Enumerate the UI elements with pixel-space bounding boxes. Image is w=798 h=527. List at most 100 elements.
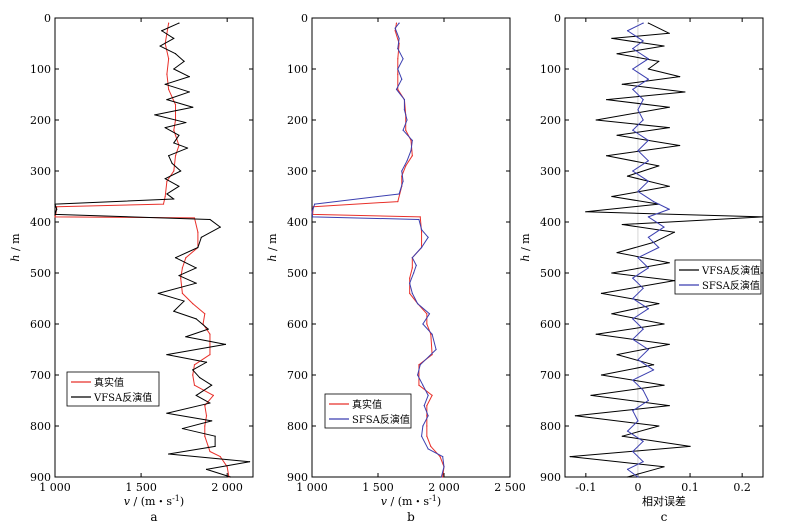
x-axis-unit-exponent: -1 xyxy=(429,494,437,503)
data-point xyxy=(637,109,639,111)
data-point xyxy=(621,223,623,226)
data-point xyxy=(413,272,415,274)
data-point xyxy=(647,216,649,218)
data-point xyxy=(426,405,428,407)
y-tick-label: 500 xyxy=(540,267,561,280)
data-point xyxy=(435,348,437,351)
series-line xyxy=(627,22,670,478)
data-point xyxy=(574,415,577,417)
data-point xyxy=(442,476,444,478)
data-point xyxy=(204,435,206,437)
data-point xyxy=(185,121,187,124)
data-point xyxy=(207,445,209,447)
data-point xyxy=(663,466,665,468)
data-point xyxy=(647,308,649,310)
data-point xyxy=(397,68,399,70)
data-point xyxy=(668,343,670,345)
data-point xyxy=(600,292,603,294)
data-point xyxy=(427,448,429,450)
data-point xyxy=(606,155,608,157)
data-point xyxy=(647,180,649,182)
legend: VFSA反演值 SFSA反演值 xyxy=(674,259,762,295)
data-point xyxy=(405,129,407,131)
data-point xyxy=(427,415,429,417)
data-point xyxy=(632,318,634,320)
data-point xyxy=(397,201,399,203)
data-point xyxy=(637,420,639,422)
y-axis-unit: / m xyxy=(266,233,279,255)
series-1 xyxy=(569,22,764,478)
data-point xyxy=(658,425,660,427)
data-point xyxy=(197,246,199,249)
y-tick-label: 0 xyxy=(554,12,561,25)
data-point xyxy=(214,435,216,437)
data-point xyxy=(632,48,634,50)
data-point xyxy=(668,262,670,264)
data-point xyxy=(164,195,166,198)
data-point xyxy=(171,162,173,164)
data-point xyxy=(401,170,403,172)
data-point xyxy=(420,229,423,231)
data-point xyxy=(214,445,216,447)
y-tick-label: 300 xyxy=(540,165,561,178)
data-point xyxy=(211,384,213,386)
x-axis-label: 相对误差 xyxy=(642,494,686,508)
data-point xyxy=(166,354,168,356)
data-point xyxy=(668,185,670,187)
data-point xyxy=(611,272,613,274)
panel-label: a xyxy=(150,510,157,524)
data-point xyxy=(166,99,168,101)
data-point xyxy=(632,410,634,412)
data-point xyxy=(626,30,629,32)
y-tick-label: 600 xyxy=(30,318,51,331)
y-tick-label: 900 xyxy=(30,471,51,484)
data-point xyxy=(411,257,413,259)
data-point xyxy=(428,313,431,315)
data-point xyxy=(658,60,660,62)
data-point xyxy=(663,226,665,228)
data-point xyxy=(410,139,412,141)
data-point xyxy=(647,58,649,60)
data-point xyxy=(632,170,634,172)
legend: 真实值 VFSA反演值 xyxy=(66,371,160,407)
plot-frame xyxy=(564,17,764,478)
legend-label: 真实值 xyxy=(94,376,124,389)
data-point xyxy=(642,119,644,121)
data-point xyxy=(409,277,411,279)
y-axis-unit: / m xyxy=(9,233,22,255)
data-point xyxy=(192,106,194,108)
data-point xyxy=(616,134,618,136)
x-axis-var: v xyxy=(124,495,131,508)
legend: 真实值 SFSA反演值 xyxy=(324,393,412,429)
data-point xyxy=(185,257,187,259)
data-point xyxy=(637,150,639,152)
data-point xyxy=(647,139,649,141)
data-point xyxy=(54,203,56,205)
data-point xyxy=(405,165,407,167)
x-tick-label: 1 500 xyxy=(125,481,157,494)
data-point xyxy=(212,394,214,396)
data-point xyxy=(161,30,163,32)
data-point xyxy=(205,468,208,470)
data-point xyxy=(409,292,411,294)
data-point xyxy=(211,420,213,422)
data-point xyxy=(166,412,168,414)
data-point xyxy=(183,300,185,302)
data-point xyxy=(199,376,201,379)
x-tick-label: 1 500 xyxy=(362,481,394,494)
data-point xyxy=(195,267,197,269)
y-tick-label: 400 xyxy=(30,216,51,229)
data-point xyxy=(652,369,655,371)
legend-label: SFSA反演值 xyxy=(702,279,760,292)
data-point xyxy=(684,91,686,93)
series-2 xyxy=(54,22,251,478)
data-point xyxy=(679,144,681,147)
data-point xyxy=(418,384,420,386)
data-point xyxy=(621,83,623,85)
data-point xyxy=(642,22,644,24)
data-point xyxy=(398,22,400,24)
data-point xyxy=(205,361,208,363)
data-point xyxy=(174,53,177,55)
y-tick-label: 900 xyxy=(540,471,561,484)
x-tick-label: 0.2 xyxy=(733,481,751,494)
